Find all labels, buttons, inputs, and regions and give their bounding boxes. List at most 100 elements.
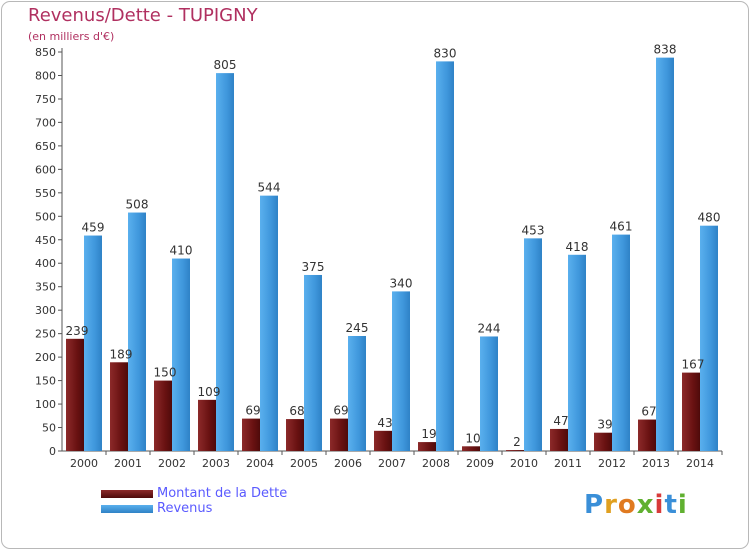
bar-revenue — [656, 57, 674, 452]
data-label-debt: 39 — [597, 418, 612, 432]
data-label-revenue: 418 — [566, 240, 589, 254]
y-tick-label: 350 — [35, 281, 56, 294]
y-tick-label: 800 — [35, 69, 56, 82]
x-tick-label: 2004 — [246, 457, 274, 470]
data-label-revenue: 838 — [654, 43, 677, 57]
bar-debt — [506, 450, 524, 451]
x-tick-label: 2007 — [378, 457, 406, 470]
data-label-debt: 167 — [682, 358, 705, 372]
data-label-revenue: 480 — [698, 211, 721, 225]
bar-revenue — [216, 73, 234, 451]
bar-debt — [374, 430, 392, 451]
bar-revenue — [260, 195, 278, 451]
data-label-debt: 47 — [553, 414, 568, 428]
bar-debt — [198, 399, 216, 451]
data-label-revenue: 805 — [214, 58, 237, 72]
data-label-debt: 189 — [110, 347, 133, 361]
legend-label-revenue: Revenus — [157, 501, 213, 516]
y-tick-label: 600 — [35, 163, 56, 176]
y-tick-label: 300 — [35, 304, 56, 317]
x-tick-label: 2001 — [114, 457, 142, 470]
y-tick-label: 850 — [35, 46, 56, 59]
x-tick-label: 2002 — [158, 457, 186, 470]
data-label-debt: 239 — [66, 324, 89, 338]
x-tick-label: 2010 — [510, 457, 538, 470]
bar-debt — [286, 419, 304, 451]
bar-revenue — [172, 258, 190, 451]
data-label-debt: 67 — [641, 405, 656, 419]
y-tick-label: 250 — [35, 328, 56, 341]
y-tick-label: 500 — [35, 210, 56, 223]
x-tick-label: 2008 — [422, 457, 450, 470]
bar-revenue — [304, 274, 322, 451]
x-tick-label: 2003 — [202, 457, 230, 470]
data-label-debt: 68 — [289, 404, 304, 418]
bar-revenue — [700, 225, 718, 451]
bar-revenue — [436, 61, 454, 451]
y-tick-label: 100 — [35, 398, 56, 411]
y-tick-label: 50 — [42, 422, 56, 435]
bar-debt — [594, 432, 612, 451]
data-label-revenue: 830 — [434, 46, 457, 60]
bar-debt — [682, 372, 700, 451]
bar-debt — [462, 446, 480, 451]
legend-label-debt: Montant de la Dette — [157, 486, 288, 501]
y-tick-label: 400 — [35, 257, 56, 270]
y-tick-label: 650 — [35, 140, 56, 153]
bar-revenue — [612, 234, 630, 451]
legend-swatch-debt — [101, 490, 153, 498]
bar-debt — [418, 442, 436, 451]
bar-revenue — [392, 291, 410, 451]
data-label-debt: 43 — [377, 416, 392, 430]
bar-revenue — [568, 254, 586, 451]
data-label-debt: 69 — [245, 404, 260, 418]
x-tick-label: 2013 — [642, 457, 670, 470]
data-label-debt: 69 — [333, 404, 348, 418]
data-label-revenue: 245 — [346, 321, 369, 335]
x-tick-label: 2000 — [70, 457, 98, 470]
x-tick-label: 2009 — [466, 457, 494, 470]
bar-revenue — [84, 235, 102, 451]
bar-revenue — [348, 335, 366, 451]
legend-swatch-revenue — [101, 505, 153, 513]
bar-debt — [154, 380, 172, 451]
bar-revenue — [128, 212, 146, 451]
bar-debt — [330, 418, 348, 451]
data-label-revenue: 453 — [522, 223, 545, 237]
proxiti-logo: Proxiti — [584, 490, 688, 520]
y-tick-label: 750 — [35, 93, 56, 106]
chart-subtitle: (en milliers d'€) — [28, 30, 115, 43]
bar-debt — [638, 419, 656, 451]
data-label-revenue: 459 — [82, 221, 105, 235]
data-label-revenue: 375 — [302, 260, 325, 274]
bar-revenue — [480, 336, 498, 451]
data-label-revenue: 410 — [170, 244, 193, 258]
data-label-revenue: 508 — [126, 198, 149, 212]
bar-debt — [550, 428, 568, 451]
y-tick-label: 200 — [35, 351, 56, 364]
bar-debt — [242, 418, 260, 451]
data-label-debt: 150 — [154, 366, 177, 380]
bar-debt — [66, 338, 84, 451]
chart-title: Revenus/Dette - TUPIGNY — [28, 5, 258, 26]
x-tick-label: 2012 — [598, 457, 626, 470]
x-tick-label: 2005 — [290, 457, 318, 470]
x-tick-label: 2014 — [686, 457, 714, 470]
x-tick-label: 2011 — [554, 457, 582, 470]
y-tick-label: 0 — [49, 445, 56, 458]
y-tick-label: 150 — [35, 375, 56, 388]
data-label-revenue: 461 — [610, 220, 633, 234]
data-label-revenue: 544 — [258, 181, 281, 195]
data-label-debt: 10 — [465, 431, 480, 445]
y-tick-label: 450 — [35, 234, 56, 247]
x-tick-label: 2006 — [334, 457, 362, 470]
bar-debt — [110, 362, 128, 451]
data-label-debt: 19 — [421, 427, 436, 441]
y-tick-label: 700 — [35, 116, 56, 129]
y-tick-label: 550 — [35, 187, 56, 200]
data-label-debt: 2 — [513, 435, 521, 449]
bar-revenue — [524, 238, 542, 451]
data-label-revenue: 244 — [478, 321, 501, 335]
